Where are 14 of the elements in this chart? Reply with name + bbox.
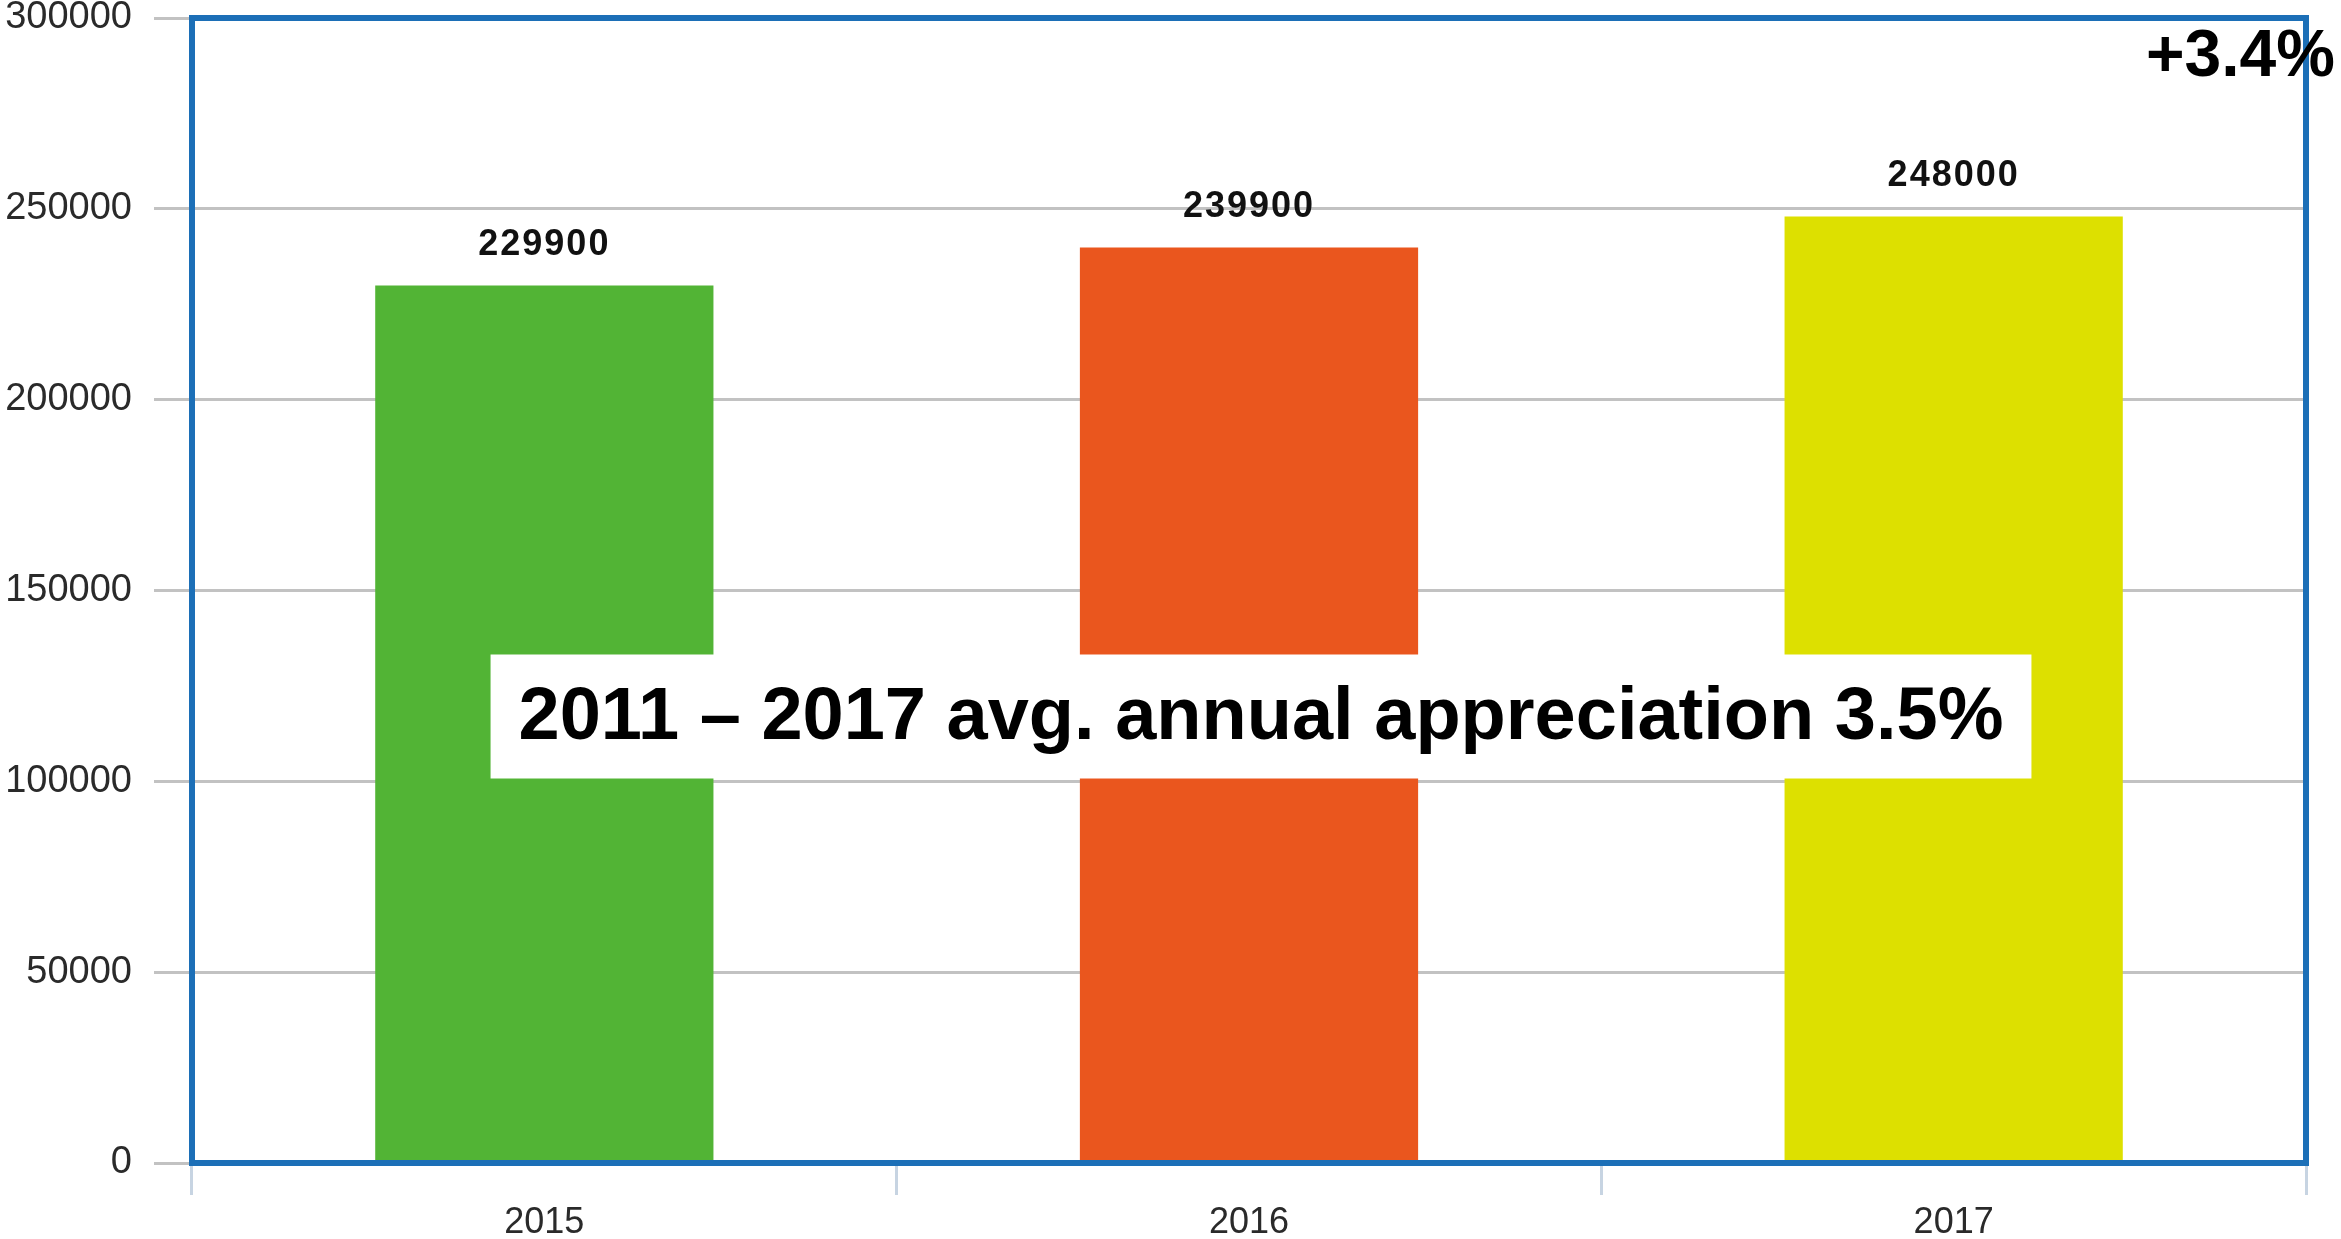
x-tick-label: 2016 xyxy=(1208,1199,1290,1239)
y-tick-label: 150000 xyxy=(5,566,132,609)
x-tick-label: 2017 xyxy=(1913,1199,1994,1239)
y-tick-label: 200000 xyxy=(5,376,132,419)
y-tick-label: 50000 xyxy=(26,948,132,991)
data-label: 239900 xyxy=(1182,184,1316,226)
y-tick-label: 300000 xyxy=(5,0,132,37)
data-label: 229900 xyxy=(478,222,611,264)
y-tick-label: 100000 xyxy=(5,757,132,800)
y-tick-label: 0 xyxy=(110,1139,132,1182)
data-label: 248000 xyxy=(1887,153,2020,195)
y-tick-label: 250000 xyxy=(5,185,132,228)
x-tick-label: 2015 xyxy=(504,1199,585,1239)
annotation: 2011 – 2017 avg. annual appreciation 3.5% xyxy=(518,671,2004,755)
